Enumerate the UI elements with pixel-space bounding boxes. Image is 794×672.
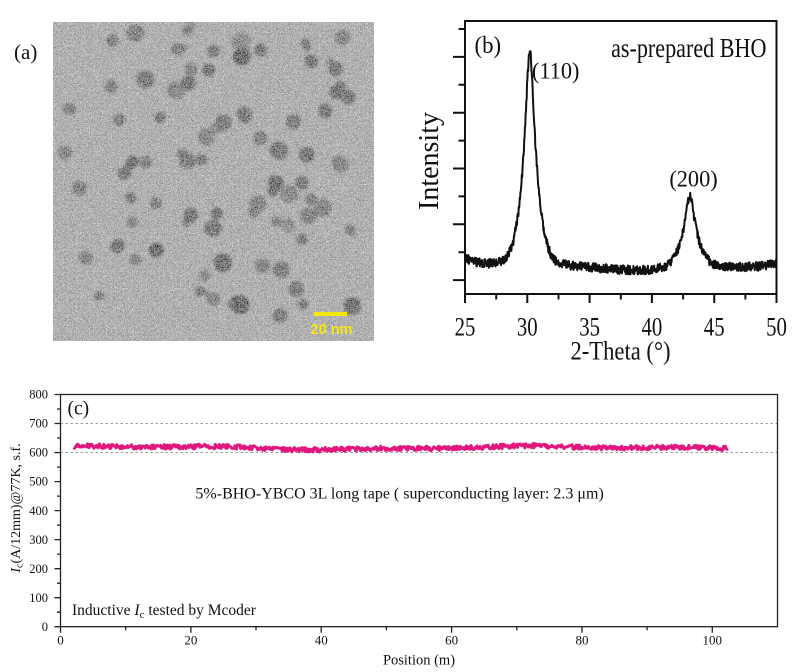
svg-text:600: 600 bbox=[29, 446, 48, 460]
svg-text:(200): (200) bbox=[669, 166, 717, 192]
svg-text:(b): (b) bbox=[475, 32, 502, 59]
svg-text:0: 0 bbox=[57, 633, 64, 648]
svg-text:20 nm: 20 nm bbox=[311, 322, 353, 338]
svg-text:25: 25 bbox=[455, 313, 476, 342]
svg-text:Ic(A/12mm)@77K, s.f.: Ic(A/12mm)@77K, s.f. bbox=[9, 443, 26, 573]
svg-text:30: 30 bbox=[517, 313, 538, 342]
svg-text:(c): (c) bbox=[68, 399, 90, 420]
svg-text:20: 20 bbox=[184, 633, 197, 648]
svg-text:300: 300 bbox=[29, 533, 48, 547]
svg-text:(110): (110) bbox=[532, 58, 579, 84]
svg-text:60: 60 bbox=[445, 633, 458, 648]
svg-text:as-prepared BHO: as-prepared BHO bbox=[611, 34, 766, 64]
svg-text:40: 40 bbox=[642, 313, 663, 342]
svg-text:35: 35 bbox=[579, 313, 600, 342]
svg-text:50: 50 bbox=[766, 313, 787, 342]
svg-text:800: 800 bbox=[29, 388, 48, 402]
svg-text:Inductive Ic tested by Mcoder: Inductive Ic tested by Mcoder bbox=[72, 602, 257, 621]
svg-text:2-Theta (°): 2-Theta (°) bbox=[570, 337, 670, 366]
svg-text:45: 45 bbox=[704, 313, 725, 342]
svg-text:5%-BHO-YBCO 3L long tape ( sup: 5%-BHO-YBCO 3L long tape ( superconducti… bbox=[195, 486, 603, 503]
svg-text:500: 500 bbox=[29, 475, 48, 489]
svg-text:Intensity: Intensity bbox=[414, 112, 445, 210]
svg-text:200: 200 bbox=[29, 562, 48, 576]
svg-text:Position (m): Position (m) bbox=[383, 653, 455, 669]
svg-text:80: 80 bbox=[576, 633, 589, 648]
svg-text:700: 700 bbox=[29, 417, 48, 431]
svg-text:40: 40 bbox=[315, 633, 328, 648]
svg-text:400: 400 bbox=[29, 504, 48, 518]
svg-text:100: 100 bbox=[29, 591, 48, 605]
svg-text:0: 0 bbox=[42, 620, 48, 634]
svg-text:100: 100 bbox=[703, 633, 723, 648]
